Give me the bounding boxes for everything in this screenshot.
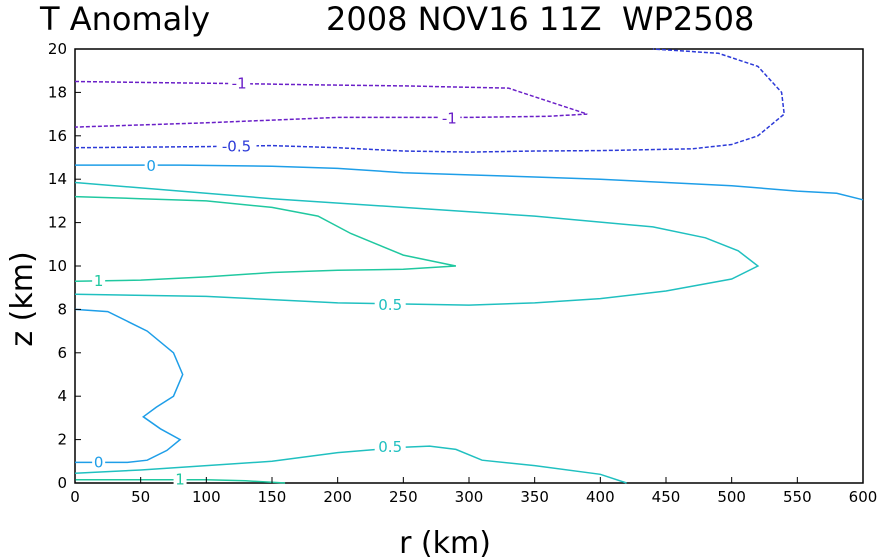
contour-label: 0 (94, 453, 104, 471)
contour-label-bg (228, 74, 251, 92)
y-tick-label: 0 (57, 474, 67, 492)
contour-line-level-1 (74, 195, 457, 282)
y-tick-label: 12 (48, 214, 67, 232)
contour-label: -1 (442, 109, 457, 127)
contour-line-level-0.5 (74, 181, 760, 306)
contour-line-level-0 (74, 308, 184, 464)
contour-label: 0 (146, 157, 156, 175)
contour-label: 0.5 (378, 296, 402, 314)
x-tick-label: 450 (652, 488, 681, 506)
y-tick-label: 6 (57, 344, 67, 362)
x-tick-label: 100 (192, 488, 221, 506)
y-tick-label: 20 (48, 40, 67, 58)
y-tick-label: 4 (57, 387, 67, 405)
y-tick-label: 2 (57, 431, 67, 449)
contour-label-bg (216, 137, 257, 155)
y-tick-label: 18 (48, 83, 67, 101)
x-axis-label: r (km) (399, 526, 491, 558)
x-tick-label: 500 (717, 488, 746, 506)
x-axis-ticks: 0 50 100 150 200 250 300 350 400 450 500 550 600 (70, 477, 877, 506)
contour-lines: -1 -1 -0.5 0 0 0.5 0.5 1 1 (74, 48, 864, 489)
y-tick-label: 16 (48, 127, 67, 145)
chart-title-left: T Anomaly (39, 0, 210, 38)
x-tick-label: 150 (258, 488, 287, 506)
contour-label: 1 (175, 471, 185, 489)
contour-line-level-0.5 (74, 445, 627, 484)
contour-label: 1 (94, 272, 104, 290)
contour-line-level-neg1 (74, 80, 588, 128)
contour-label-bg (374, 438, 406, 456)
contour-label-bg (92, 453, 106, 471)
y-tick-label: 14 (48, 170, 67, 188)
contour-label: 0.5 (378, 438, 402, 456)
contour-label-bg (374, 296, 406, 314)
x-tick-label: 50 (131, 488, 150, 506)
contour-label-bg (92, 272, 106, 290)
y-tick-label: 10 (48, 257, 67, 275)
chart-title-right: 2008 NOV16 11Z WP2508 (326, 0, 754, 38)
contour-line-level-neg0.5 (74, 48, 785, 153)
x-tick-label: 550 (783, 488, 812, 506)
contour-label-bg (144, 157, 158, 175)
x-tick-label: 250 (389, 488, 418, 506)
y-tick-label: 8 (57, 300, 67, 318)
x-tick-label: 350 (520, 488, 549, 506)
contour-label: -0.5 (222, 138, 251, 156)
contour-line-level-0 (75, 164, 864, 201)
contour-label-bg (173, 470, 187, 488)
x-tick-label: 400 (586, 488, 615, 506)
contour-label: -1 (232, 75, 247, 93)
y-axis-label: z (km) (5, 251, 40, 346)
contour-label-bg (438, 109, 461, 127)
y-axis-ticks: 0 2 4 6 8 10 12 14 16 18 20 (48, 40, 81, 492)
plot-frame (74, 48, 864, 484)
x-tick-label: 0 (70, 488, 80, 506)
x-tick-label: 200 (323, 488, 352, 506)
x-tick-label: 300 (455, 488, 484, 506)
x-tick-label: 600 (849, 488, 878, 506)
